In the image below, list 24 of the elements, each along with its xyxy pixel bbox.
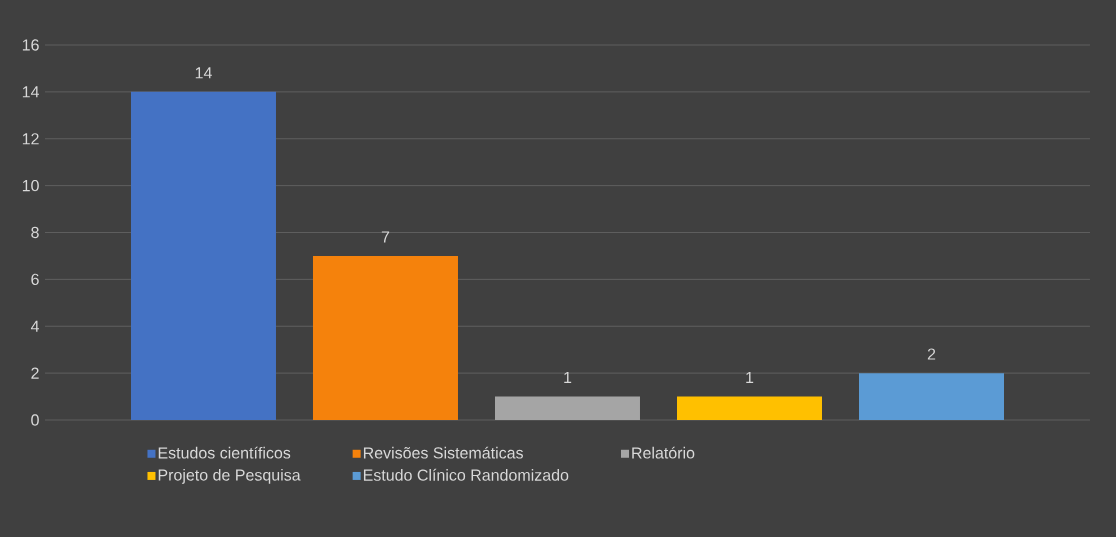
y-tick-label: 6 (31, 273, 39, 286)
y-tick-label: 10 (22, 179, 39, 192)
legend-label: Projeto de Pesquisa (158, 468, 301, 484)
y-tick-label: 2 (31, 367, 39, 379)
bar (494, 396, 640, 420)
y-tick-label: 12 (22, 133, 39, 145)
bar (859, 373, 1004, 420)
y-tick-label: 0 (31, 414, 39, 426)
data-label: 1 (564, 372, 572, 384)
data-label: 1 (746, 372, 754, 384)
y-tick-label: 4 (30, 320, 40, 332)
data-label: 7 (381, 231, 390, 243)
bar (130, 91, 276, 420)
data-label: 14 (195, 67, 212, 79)
legend-label: Revisões Sistemáticas (363, 446, 523, 459)
bar (677, 396, 822, 420)
legend-label: Relatório (632, 446, 695, 459)
legend-label: Estudo Clínico Randomizado (363, 468, 569, 481)
bar (312, 255, 458, 420)
y-tick-label: 8 (31, 226, 39, 239)
data-label: 2 (927, 348, 936, 360)
y-tick-label: 16 (22, 39, 39, 51)
y-tick-label: 14 (22, 86, 40, 98)
legend-label: Estudos científicos (158, 446, 291, 459)
